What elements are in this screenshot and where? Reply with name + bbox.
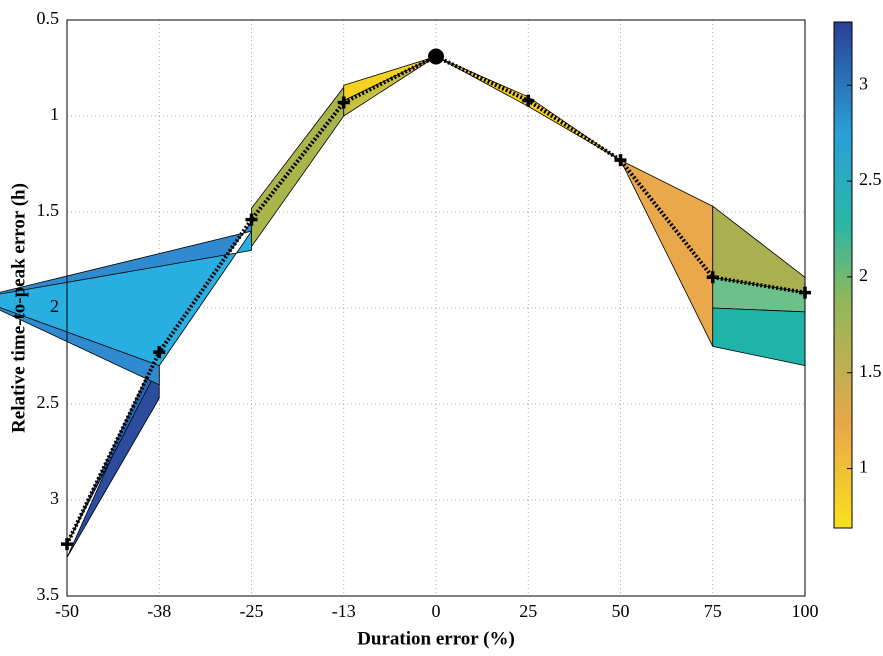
marker xyxy=(522,94,535,107)
colorbar xyxy=(833,21,853,529)
y-tick-label: 1.5 xyxy=(37,200,60,220)
y-tick-label: 3.5 xyxy=(37,584,60,604)
x-tick-label: 25 xyxy=(519,601,537,621)
x-tick-label: 75 xyxy=(704,601,722,621)
patches xyxy=(0,56,806,558)
x-tick-label: -13 xyxy=(332,601,356,621)
labels: 0.5 1 1.5 2 2.5 3 3.5-50 -38 -25 -13 0 25 50 75 100 1 1.… xyxy=(37,8,882,621)
colorbar-tick-label: 3 xyxy=(859,73,868,93)
x-tick-label: -25 xyxy=(240,601,264,621)
marker xyxy=(337,96,350,109)
patch xyxy=(619,159,714,347)
x-tick-label: -38 xyxy=(147,601,171,621)
marker xyxy=(428,48,444,65)
colorbar-tick-label: 1 xyxy=(859,457,868,477)
patch xyxy=(0,229,252,367)
y-tick-label: 2.5 xyxy=(37,392,60,412)
x-axis-title: Duration error (%) xyxy=(357,628,515,649)
colorbar-tick-label: 1.5 xyxy=(859,361,882,381)
x-tick-label: 50 xyxy=(612,601,630,621)
y-tick-label: 3 xyxy=(50,488,59,508)
marker xyxy=(153,346,166,359)
y-tick-label: 1 xyxy=(50,104,59,124)
colorbar-tick-label: 2.5 xyxy=(859,169,882,189)
x-tick-label: -50 xyxy=(55,601,79,621)
patch xyxy=(712,307,806,367)
patch xyxy=(251,86,345,248)
plot-frame xyxy=(66,19,806,597)
colorbar-tick-label: 2 xyxy=(859,265,868,285)
x-tick-label: 0 xyxy=(432,601,441,621)
marker xyxy=(245,213,258,226)
y-tick-label: 2 xyxy=(50,296,59,316)
y-tick-label: 0.5 xyxy=(37,8,60,28)
y-axis-title: Relative time-to-peak error (h) xyxy=(8,183,29,433)
x-tick-label: 100 xyxy=(792,601,819,621)
marker xyxy=(706,271,719,284)
marker xyxy=(614,154,627,167)
